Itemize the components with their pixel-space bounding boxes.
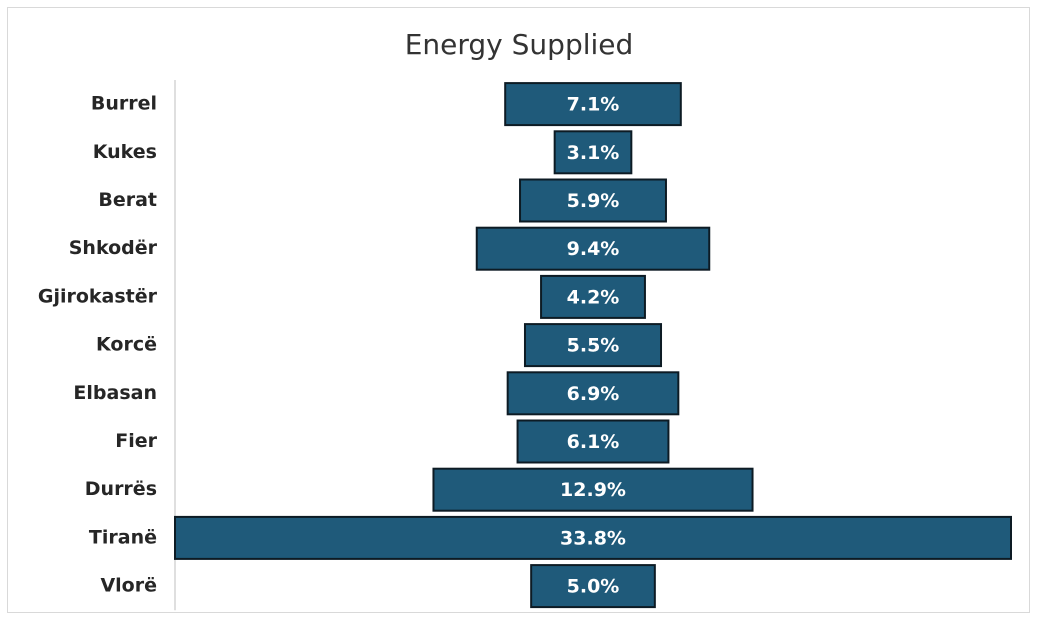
data-label-elbasan: 6.9% [567,383,620,405]
bar-kukes [553,130,633,175]
data-label-korce: 5.5% [567,335,620,357]
bar-gjirokaster [540,274,646,319]
data-label-kukes: 3.1% [567,142,620,164]
category-label-kukes: Kukes [93,141,157,163]
bar-shkoder [475,226,711,271]
data-label-tirane: 33.8% [560,527,626,549]
bar-tirane [174,515,1012,560]
bar-elbasan [506,371,680,416]
bar-fier [516,419,670,464]
category-label-elbasan: Elbasan [73,382,157,404]
data-label-gjirokaster: 4.2% [567,286,620,308]
category-label-vlore: Vlorë [100,575,157,597]
category-label-korce: Korcë [96,334,157,356]
bar-korce [523,323,663,368]
category-label-burrel: Burrel [91,93,157,115]
bar-vlore [530,564,656,609]
data-label-berat: 5.9% [567,190,620,212]
category-label-durres: Durrës [85,478,157,500]
chart-title: Energy Supplied [404,28,634,61]
category-label-shkoder: Shkodër [69,237,158,259]
bar-berat [519,178,667,223]
data-label-fier: 6.1% [567,431,620,453]
category-label-fier: Fier [115,430,157,452]
category-label-tirane: Tiranë [89,526,157,548]
bar-burrel [504,82,682,127]
data-label-durres: 12.9% [560,479,626,501]
data-label-burrel: 7.1% [567,94,620,116]
category-label-gjirokaster: Gjirokastër [38,285,158,307]
bar-durres [432,467,754,512]
data-label-vlore: 5.0% [567,576,620,598]
category-label-berat: Berat [98,189,157,211]
data-label-shkoder: 9.4% [567,238,620,260]
